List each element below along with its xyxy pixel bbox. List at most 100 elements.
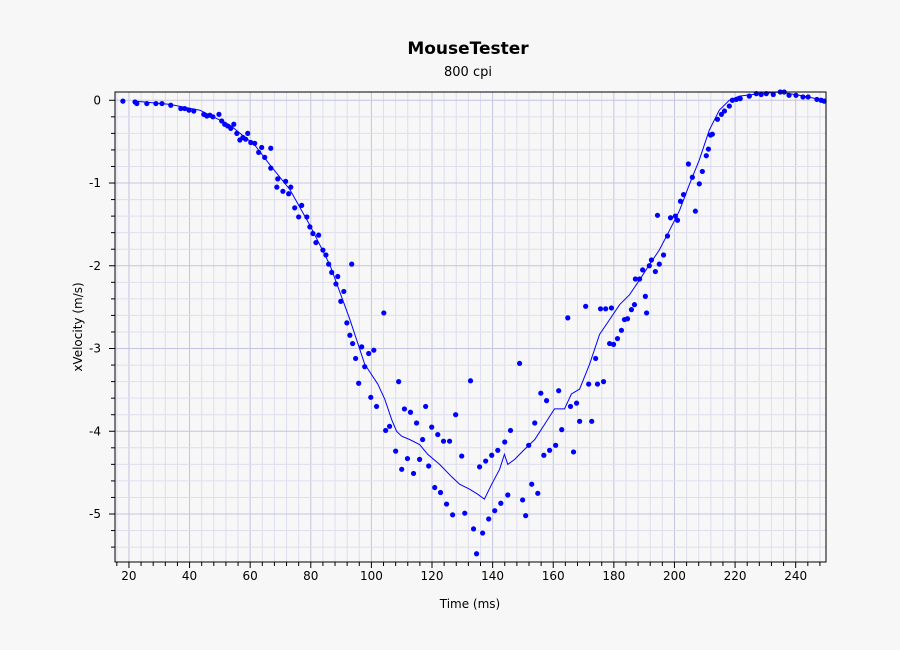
x-tick-label: 240 xyxy=(784,569,807,583)
data-point xyxy=(350,340,356,347)
data-point xyxy=(793,92,799,98)
data-point xyxy=(516,360,523,367)
data-point xyxy=(643,310,650,316)
data-point xyxy=(677,198,684,204)
data-point xyxy=(120,98,126,104)
data-point xyxy=(737,96,743,102)
data-point xyxy=(386,423,393,429)
data-point xyxy=(347,332,353,338)
data-point xyxy=(610,341,617,347)
data-point xyxy=(410,470,417,477)
data-point xyxy=(404,455,411,462)
x-tick-label: 80 xyxy=(303,569,318,583)
data-point xyxy=(502,439,508,445)
data-point xyxy=(396,379,402,385)
y-tick-label: -2 xyxy=(89,259,101,273)
x-tick-label: 100 xyxy=(360,569,383,583)
data-point xyxy=(553,442,559,448)
data-point xyxy=(381,310,387,316)
data-point xyxy=(432,484,438,491)
data-point xyxy=(656,261,662,267)
data-point xyxy=(480,530,486,536)
data-point xyxy=(356,380,362,386)
data-point xyxy=(280,188,286,194)
data-point xyxy=(186,107,192,113)
data-point xyxy=(573,400,580,406)
data-point xyxy=(523,513,529,519)
data-point xyxy=(800,94,806,100)
data-point xyxy=(556,388,562,394)
data-point xyxy=(368,394,374,400)
data-point xyxy=(483,458,489,464)
data-point xyxy=(565,315,571,321)
x-tick-label: 160 xyxy=(542,569,565,583)
data-point xyxy=(473,551,480,557)
data-point xyxy=(685,161,692,167)
data-point xyxy=(628,307,635,313)
data-point xyxy=(652,268,658,275)
data-point xyxy=(586,381,592,387)
data-point xyxy=(608,305,615,311)
data-point xyxy=(583,303,589,309)
data-point xyxy=(603,306,609,312)
data-point xyxy=(286,191,292,197)
data-point xyxy=(245,130,251,136)
x-tick-label: 200 xyxy=(663,569,686,583)
data-point xyxy=(299,202,305,208)
data-point xyxy=(274,184,280,190)
x-tick-label: 140 xyxy=(481,569,504,583)
data-point xyxy=(371,347,377,353)
y-tick-label: -4 xyxy=(89,424,101,438)
data-point xyxy=(507,427,514,434)
data-point xyxy=(467,378,474,384)
data-point xyxy=(505,492,511,498)
data-point xyxy=(426,463,432,469)
data-point xyxy=(440,438,447,444)
data-point xyxy=(228,125,234,132)
data-point xyxy=(393,448,399,454)
data-point xyxy=(705,146,712,152)
data-point xyxy=(532,420,538,426)
data-point xyxy=(231,121,237,127)
axis-ticks: 20 40 60 80 100 120 140 160 180 200 220 240 0 -1 -2 -3 -… xyxy=(89,93,821,583)
data-point xyxy=(353,355,359,362)
data-point xyxy=(407,409,414,415)
data-point xyxy=(153,100,159,107)
data-point xyxy=(640,267,646,273)
data-point xyxy=(366,350,372,357)
data-point xyxy=(216,111,222,117)
data-point xyxy=(594,381,601,387)
x-tick-label: 220 xyxy=(724,569,747,583)
data-point xyxy=(648,257,655,263)
y-tick-label: 0 xyxy=(93,93,101,107)
data-point xyxy=(674,217,681,223)
data-point xyxy=(437,489,444,496)
data-point xyxy=(593,355,599,362)
data-point xyxy=(529,481,535,487)
data-point xyxy=(538,390,544,396)
data-point xyxy=(721,108,728,114)
data-point xyxy=(413,420,420,426)
plot-frame xyxy=(114,91,827,563)
x-tick-label: 60 xyxy=(243,569,258,583)
data-point xyxy=(718,111,725,117)
data-point xyxy=(520,497,526,503)
y-tick-label: -1 xyxy=(89,176,101,190)
data-point xyxy=(429,424,435,430)
data-point xyxy=(614,335,621,342)
data-point xyxy=(344,320,350,326)
data-point xyxy=(589,418,595,424)
data-point xyxy=(489,452,495,458)
x-tick-label: 180 xyxy=(602,569,625,583)
data-point xyxy=(459,453,465,459)
data-point xyxy=(313,239,319,246)
data-point xyxy=(420,436,426,443)
data-point xyxy=(292,205,298,211)
data-point xyxy=(450,512,456,518)
data-point xyxy=(709,131,715,137)
data-point xyxy=(714,116,721,122)
data-point xyxy=(435,431,441,438)
data-point xyxy=(399,466,405,472)
y-tick-label: -5 xyxy=(89,507,101,521)
